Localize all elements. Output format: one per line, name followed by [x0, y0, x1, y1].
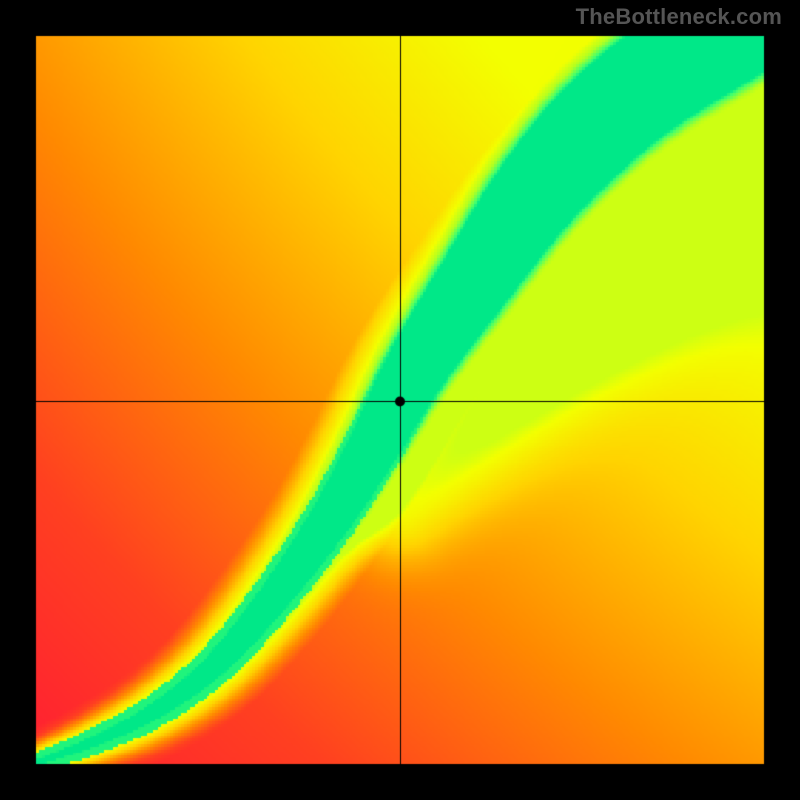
bottleneck-heatmap-canvas — [0, 0, 800, 800]
watermark-text: TheBottleneck.com — [576, 4, 782, 30]
chart-frame: TheBottleneck.com — [0, 0, 800, 800]
